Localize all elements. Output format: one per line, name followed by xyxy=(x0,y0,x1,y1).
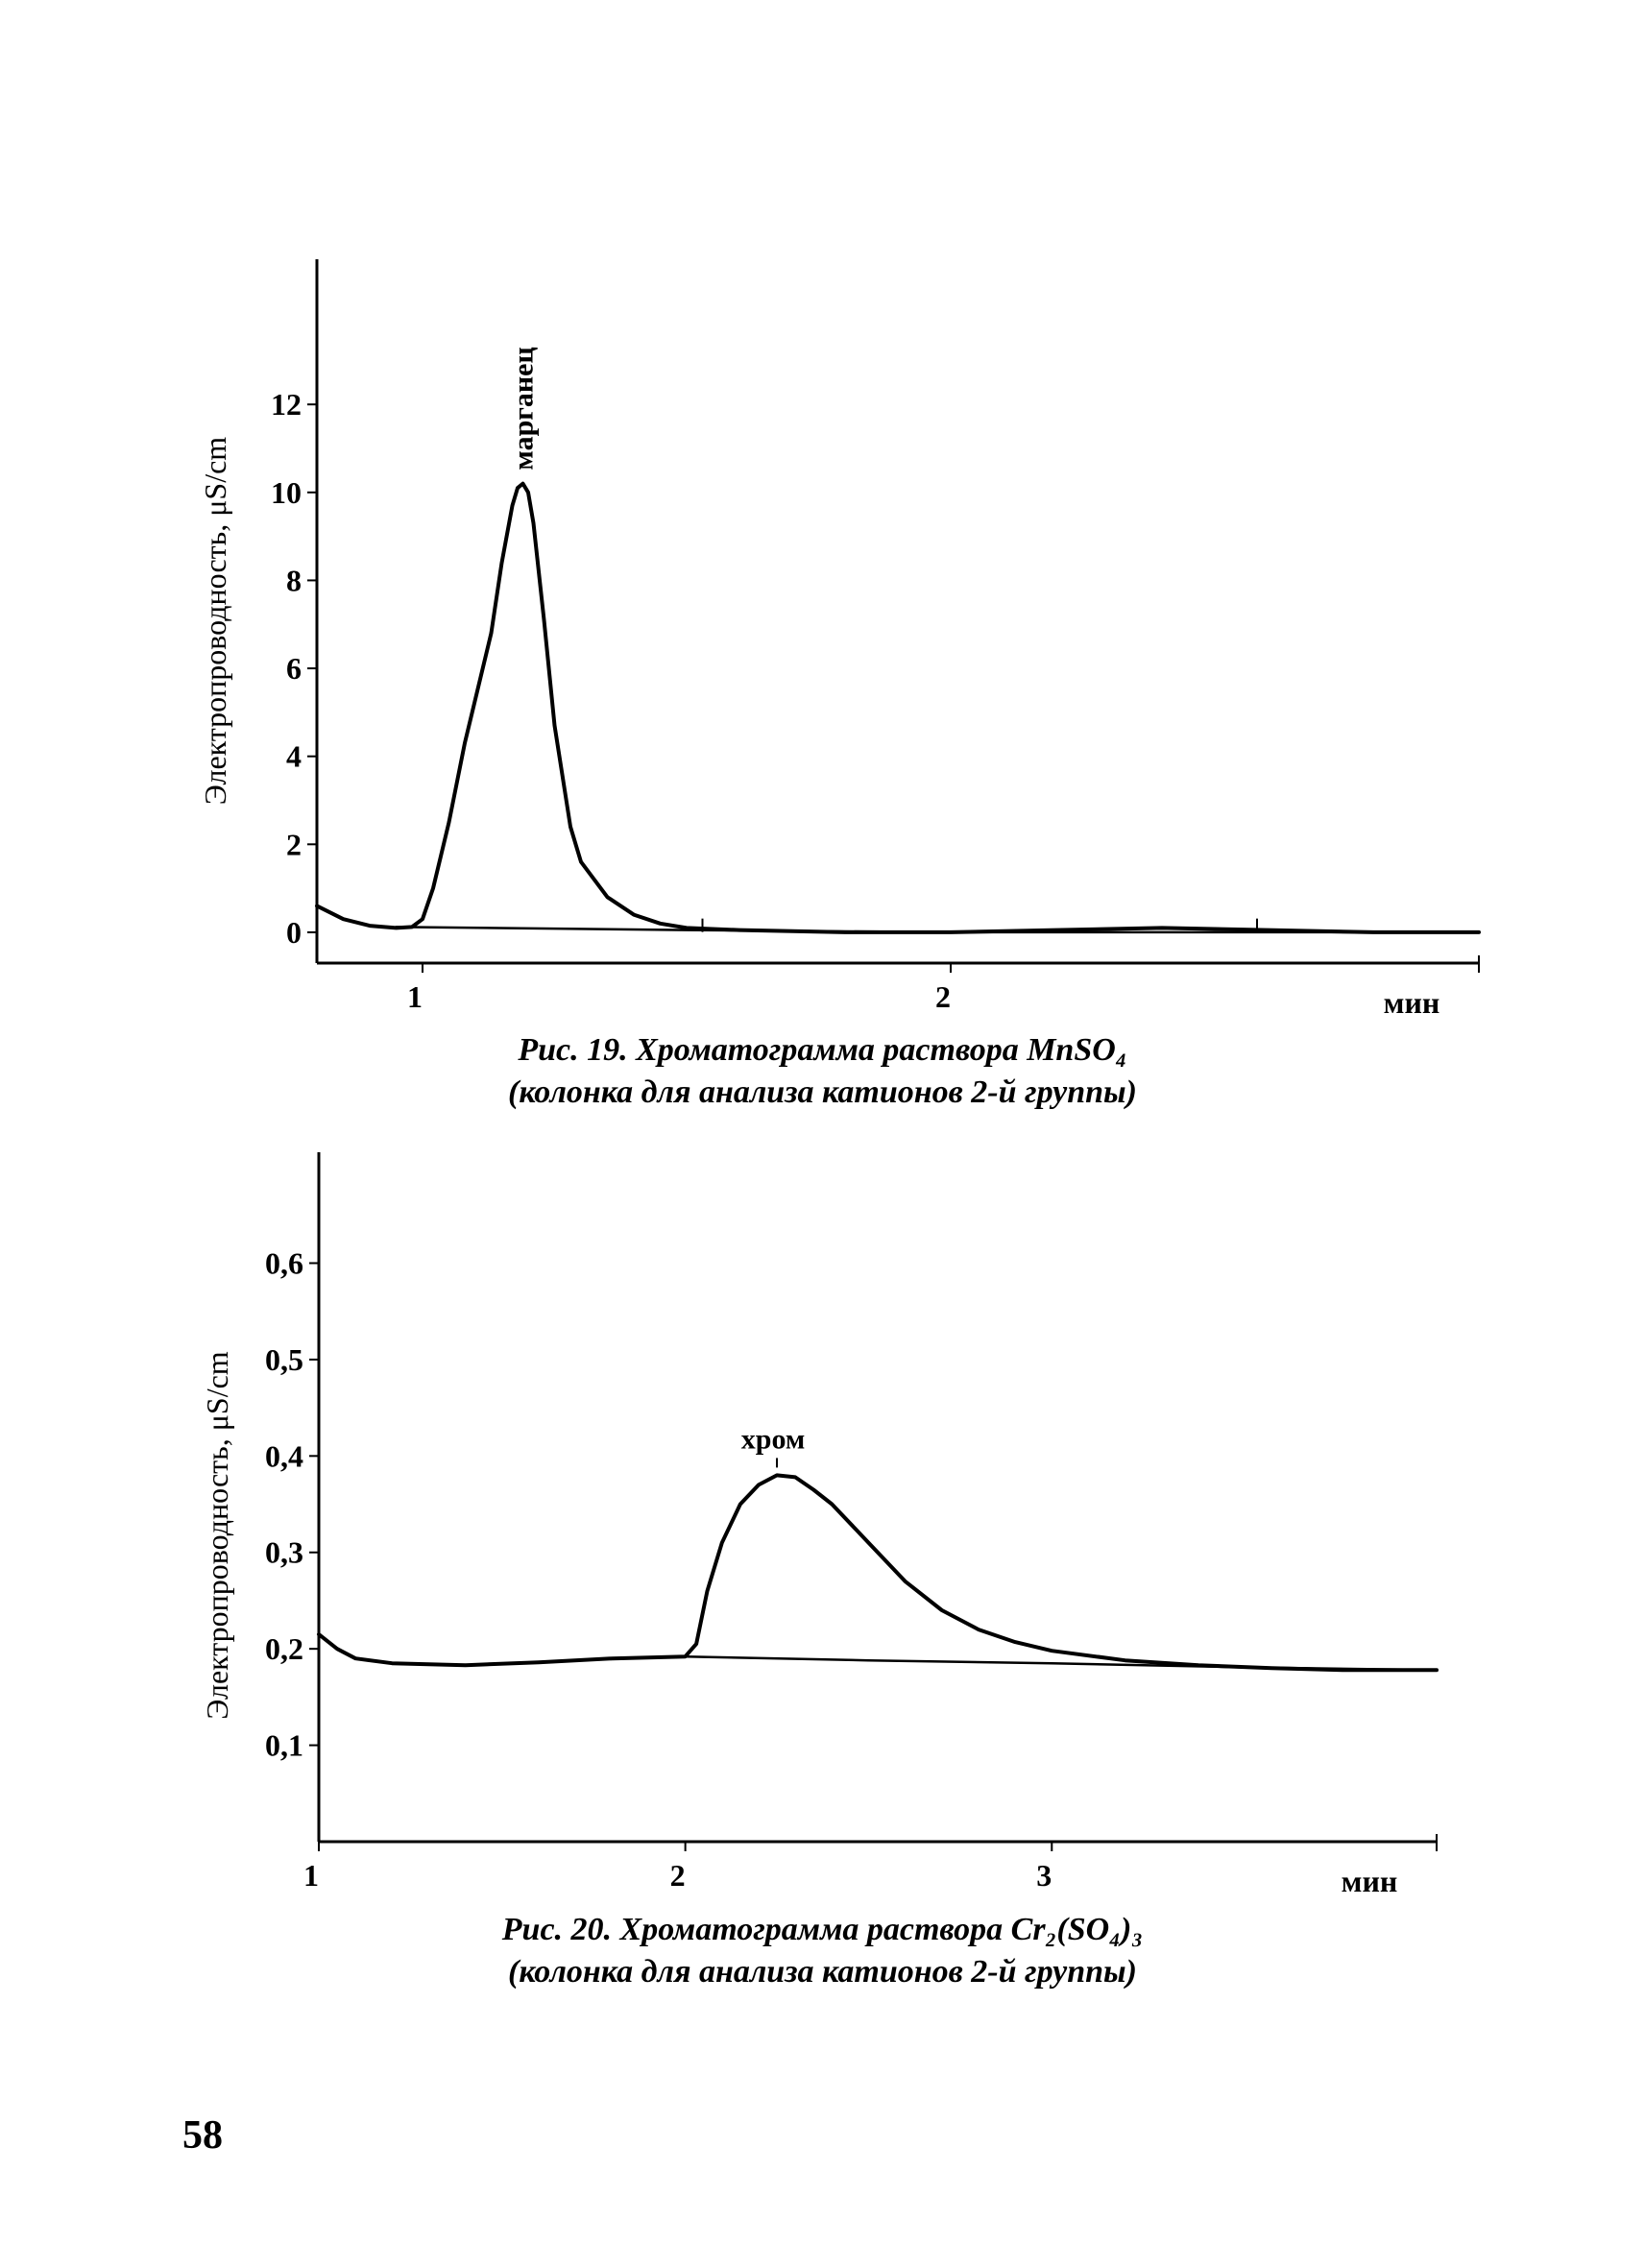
y-axis-label: Электропроводность, μS/cm xyxy=(200,1351,234,1720)
y-tick-label: 12 xyxy=(271,387,302,422)
x-tick-label: 2 xyxy=(670,1858,686,1893)
series-baseline-line xyxy=(395,926,1481,934)
series-signal-line xyxy=(317,1473,1439,1673)
fig19-caption: Рис. 19. Хроматограмма раствора MnSO₄ (к… xyxy=(0,1029,1645,1114)
peak-label: хром xyxy=(741,1423,806,1455)
fig19-caption-line2: (колонка для анализа катионов 2-й группы… xyxy=(508,1074,1137,1110)
fig20-caption-line1: Рис. 20. Хроматограмма раствора Cr₂(SO₄)… xyxy=(501,1912,1144,1947)
y-tick-label: 0,6 xyxy=(265,1245,303,1280)
y-tick-label: 0 xyxy=(286,915,302,950)
y-tick-label: 4 xyxy=(286,739,302,774)
x-tick-label: 3 xyxy=(1036,1858,1052,1893)
x-tick-label: 2 xyxy=(935,979,951,1014)
chart-fig20: 0,1 0,2 0,3 0,4 0,5 0,6 1 2 3 мин Электропроводнос… xyxy=(200,1152,1439,1898)
y-tick-label: 0,1 xyxy=(265,1728,303,1763)
x-axis-unit-label: мин xyxy=(1342,1864,1398,1898)
series-baseline-line xyxy=(684,1654,1439,1672)
x-tick-label: 1 xyxy=(303,1858,319,1893)
y-tick-label: 0,2 xyxy=(265,1631,303,1666)
fig20-caption-line2: (колонка для анализа катионов 2-й группы… xyxy=(508,1954,1137,1990)
y-tick-label: 0,3 xyxy=(265,1535,303,1570)
peak-label: марганец xyxy=(508,347,540,470)
y-tick-label: 8 xyxy=(286,563,302,597)
y-tick-label: 10 xyxy=(271,475,302,510)
y-tick-label: 0,5 xyxy=(265,1342,303,1377)
fig19-caption-line1: Рис. 19. Хроматограмма раствора MnSO₄ xyxy=(518,1032,1127,1068)
page-number: 58 xyxy=(182,2113,223,2158)
y-tick-label: 2 xyxy=(286,827,302,861)
fig20-caption: Рис. 20. Хроматограмма раствора Cr₂(SO₄)… xyxy=(0,1909,1645,1993)
y-tick-label: 6 xyxy=(286,651,302,686)
y-axis-label: Электропроводность, μS/cm xyxy=(198,437,232,806)
y-tick-label: 0,4 xyxy=(265,1438,303,1473)
x-axis-unit-label: мин xyxy=(1384,985,1440,1018)
x-tick-label: 1 xyxy=(407,979,423,1014)
